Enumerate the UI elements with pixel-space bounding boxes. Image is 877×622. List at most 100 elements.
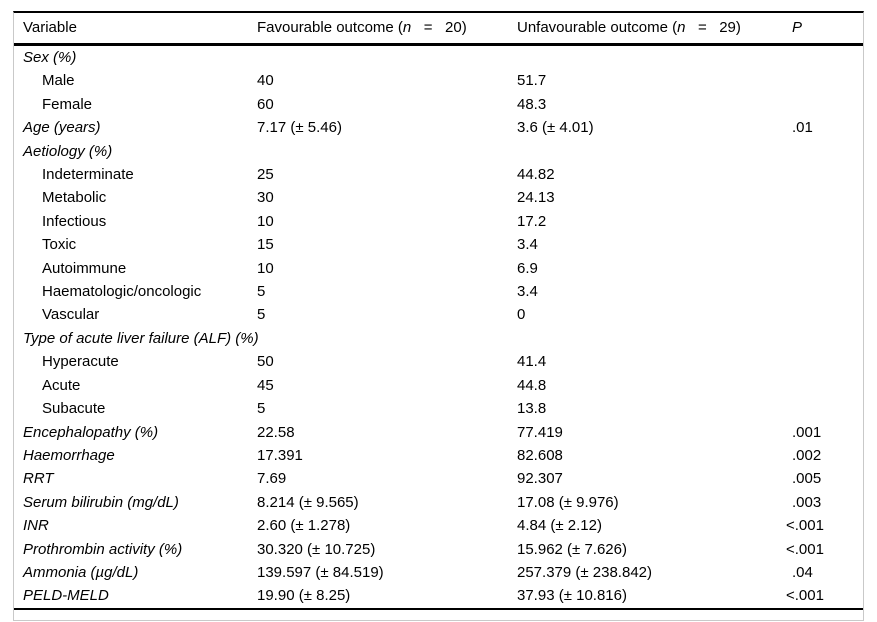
- header-unfavourable-outcome: Unfavourable outcome (n = 29): [517, 13, 741, 43]
- unfavourable-value: 77.419: [517, 423, 563, 441]
- unfavourable-value: 13.8: [517, 400, 547, 418]
- row-label: Haemorrhage: [23, 446, 115, 464]
- row-label: Prothrombin activity (%): [23, 540, 183, 558]
- table-header-row: Variable Favourable outcome (n = 20) Unf…: [14, 13, 863, 46]
- favourable-value: 22.58: [257, 423, 295, 441]
- row-label: Type of acute liver failure (ALF) (%): [23, 329, 259, 347]
- row-label: PELD-MELD: [23, 587, 109, 605]
- unfavourable-value: 37.93 (± 10.816): [517, 587, 627, 605]
- favourable-value: 30.320 (± 10.725): [257, 540, 376, 558]
- p-value: <.001: [786, 587, 824, 605]
- row-label: Hyperacute: [42, 353, 119, 371]
- row-label: Aetiology (%): [23, 142, 113, 160]
- favourable-value: 8.214 (± 9.565): [257, 493, 359, 511]
- p-value: <.001: [786, 540, 824, 558]
- table-row: INR 2.60 (± 1.278) 4.84 (± 2.12) <.001: [14, 514, 863, 537]
- table-row: Haemorrhage 17.391 82.608 .002: [14, 444, 863, 467]
- favourable-value: 17.391: [257, 446, 303, 464]
- row-label: Ammonia (µg/dL): [23, 563, 139, 581]
- table-row: PELD-MELD 19.90 (± 8.25) 37.93 (± 10.816) <…: [14, 584, 863, 607]
- unfavourable-value: 3.6 (± 4.01): [517, 119, 594, 137]
- unfavourable-value: 3.4: [517, 283, 538, 301]
- favourable-value: 5: [257, 306, 266, 324]
- favourable-value: 7.17 (± 5.46): [257, 119, 342, 137]
- unfavourable-value: 41.4: [517, 353, 547, 371]
- table-row: Aetiology (%): [14, 140, 863, 163]
- unfavourable-value: 6.9: [517, 259, 538, 277]
- unfavourable-value: 0: [517, 306, 526, 324]
- row-label: Male: [42, 72, 75, 90]
- unfavourable-value: 51.7: [517, 72, 547, 90]
- header-favourable-count: = 20): [411, 19, 467, 36]
- row-label: Sex (%): [23, 49, 77, 66]
- row-label: Subacute: [42, 400, 106, 418]
- row-label: Serum bilirubin (mg/dL): [23, 493, 179, 511]
- table-row: Sex (%): [14, 46, 863, 69]
- unfavourable-value: 44.82: [517, 166, 555, 184]
- header-unfavourable-n: n: [677, 19, 686, 36]
- row-label: Metabolic: [42, 189, 107, 207]
- favourable-value: 7.69: [257, 470, 287, 488]
- table-subrow: Male 40 51.7: [14, 69, 863, 92]
- outcomes-comparison-table: Variable Favourable outcome (n = 20) Unf…: [13, 11, 864, 621]
- table-subrow: Hyperacute 50 41.4: [14, 350, 863, 373]
- favourable-value: 10: [257, 212, 274, 230]
- favourable-value: 45: [257, 376, 274, 394]
- header-favourable-outcome: Favourable outcome (n = 20): [257, 13, 467, 43]
- row-label: RRT: [23, 470, 54, 488]
- row-label: Encephalopathy (%): [23, 423, 159, 441]
- row-label: Female: [42, 95, 93, 113]
- row-label: Autoimmune: [42, 259, 127, 277]
- favourable-value: 2.60 (± 1.278): [257, 517, 351, 535]
- unfavourable-value: 44.8: [517, 376, 547, 394]
- row-label: Vascular: [42, 306, 100, 324]
- table-row: Prothrombin activity (%) 30.320 (± 10.725…: [14, 538, 863, 561]
- table-subrow: Autoimmune 10 6.9: [14, 257, 863, 280]
- p-value: .003: [792, 493, 822, 511]
- header-p-value: P: [792, 19, 803, 36]
- unfavourable-value: 15.962 (± 7.626): [517, 540, 627, 558]
- row-label: Haematologic/oncologic: [42, 283, 202, 301]
- favourable-value: 19.90 (± 8.25): [257, 587, 351, 605]
- unfavourable-value: 257.379 (± 238.842): [517, 563, 652, 581]
- row-label: INR: [23, 517, 49, 535]
- favourable-value: 10: [257, 259, 274, 277]
- p-value: .01: [792, 119, 813, 137]
- table-subrow: Female 60 48.3: [14, 93, 863, 116]
- table-subrow: Acute 45 44.8: [14, 374, 863, 397]
- header-favourable-text: Favourable outcome (: [257, 19, 403, 36]
- table-subrow: Metabolic 30 24.13: [14, 186, 863, 209]
- table-subrow: Vascular 5 0: [14, 303, 863, 326]
- unfavourable-value: 92.307: [517, 470, 563, 488]
- p-value: .005: [792, 470, 822, 488]
- favourable-value: 5: [257, 400, 266, 418]
- p-value: <.001: [786, 517, 824, 535]
- favourable-value: 60: [257, 95, 274, 113]
- unfavourable-value: 3.4: [517, 236, 538, 254]
- unfavourable-value: 48.3: [517, 95, 547, 113]
- favourable-value: 5: [257, 283, 266, 301]
- row-label: Indeterminate: [42, 166, 134, 184]
- unfavourable-value: 17.08 (± 9.976): [517, 493, 619, 511]
- favourable-value: 15: [257, 236, 274, 254]
- p-value: .04: [792, 563, 813, 581]
- table-row: Type of acute liver failure (ALF) (%): [14, 327, 863, 350]
- table-body: Sex (%) Male 40 51.7 Female 60 48.3 Age (years)…: [14, 46, 863, 610]
- header-variable: Variable: [23, 19, 77, 36]
- favourable-value: 30: [257, 189, 274, 207]
- table-row: Serum bilirubin (mg/dL) 8.214 (± 9.565) 17…: [14, 491, 863, 514]
- unfavourable-value: 17.2: [517, 212, 547, 230]
- table-subrow: Indeterminate 25 44.82: [14, 163, 863, 186]
- table-row: Ammonia (µg/dL) 139.597 (± 84.519) 257.379…: [14, 561, 863, 584]
- header-favourable-n: n: [402, 19, 412, 36]
- p-value: .002: [792, 446, 822, 464]
- header-unfavourable-text: Unfavourable outcome (: [517, 19, 678, 36]
- favourable-value: 25: [257, 166, 274, 184]
- table-subrow: Infectious 10 17.2: [14, 210, 863, 233]
- table-subrow: Haematologic/oncologic 5 3.4: [14, 280, 863, 303]
- row-label: Acute: [42, 376, 81, 394]
- row-label: Infectious: [42, 212, 107, 230]
- row-label: Age (years): [23, 119, 101, 137]
- favourable-value: 139.597 (± 84.519): [257, 563, 384, 581]
- unfavourable-value: 24.13: [517, 189, 555, 207]
